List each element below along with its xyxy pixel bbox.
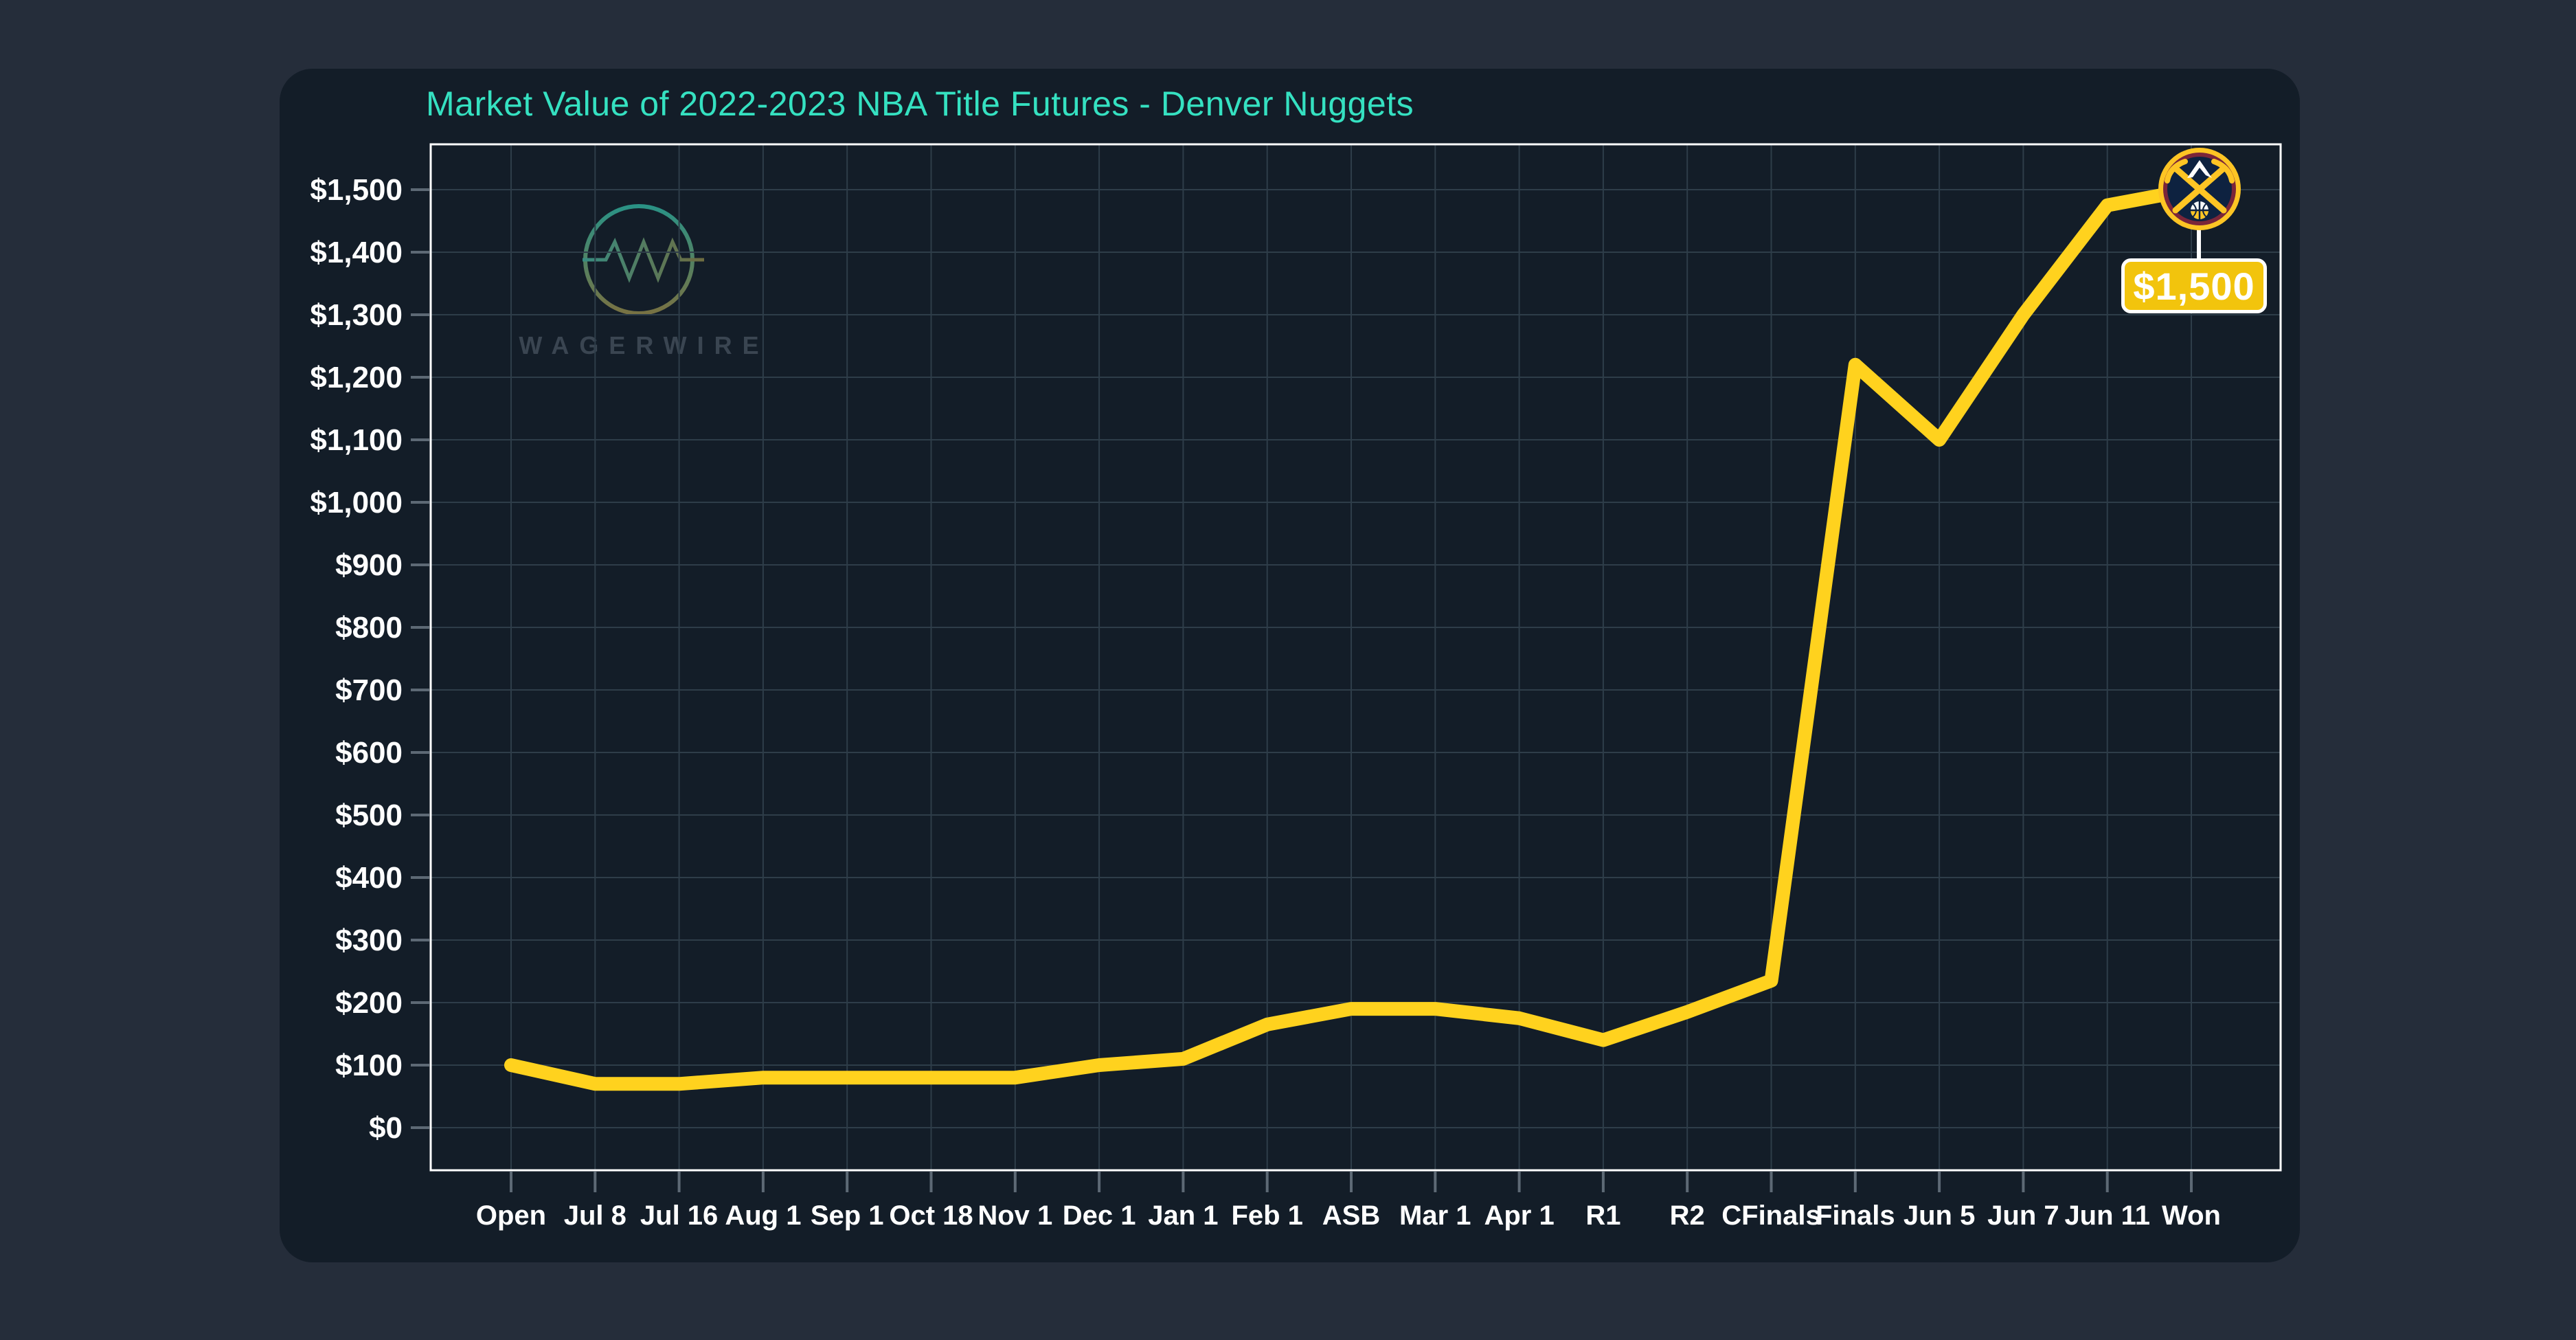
x-axis-label: CFinals	[1721, 1201, 1820, 1231]
y-axis-label: $1,400	[310, 236, 403, 269]
y-axis-label: $1,000	[310, 486, 403, 520]
y-axis-label: $1,300	[310, 298, 403, 332]
chart-title: Market Value of 2022-2023 NBA Title Futu…	[426, 85, 1414, 123]
x-axis-label: ASB	[1322, 1201, 1380, 1231]
x-axis-label: Dec 1	[1063, 1201, 1136, 1231]
callout-stem	[2197, 228, 2201, 264]
futures-value-line	[504, 183, 2198, 1091]
denver-nuggets-logo-icon	[2158, 148, 2241, 230]
wagerwire-brand-text: WAGERWIRE	[519, 331, 769, 359]
x-axis-label: Oct 18	[889, 1201, 973, 1231]
y-axis-label: $900	[335, 548, 403, 582]
x-axis-label: Jul 16	[640, 1201, 718, 1231]
wagerwire-circle-resistor-icon	[583, 204, 704, 315]
x-axis-label: Jun 7	[1987, 1201, 2059, 1231]
x-axis-label: Aug 1	[725, 1201, 801, 1231]
x-axis-label: R2	[1670, 1201, 1705, 1231]
x-axis-label: Won	[2162, 1201, 2221, 1231]
x-axis-label: Feb 1	[1231, 1201, 1302, 1231]
x-axis-label: Nov 1	[978, 1201, 1052, 1231]
plot-border	[429, 143, 2282, 1172]
y-axis-label: $600	[335, 736, 403, 770]
x-axis-label: Jun 5	[1903, 1201, 1975, 1231]
y-axis-label: $1,200	[310, 361, 403, 394]
wagerwire-watermark: WAGERWIRE	[501, 196, 776, 360]
final-value-text: $1,500	[2133, 264, 2255, 308]
y-axis-label: $400	[335, 861, 403, 895]
y-axis-label: $1,100	[310, 423, 403, 457]
y-axis-label: $100	[335, 1049, 403, 1082]
x-axis-label: Finals	[1816, 1201, 1895, 1231]
final-value-badge: $1,500	[2121, 258, 2267, 313]
x-axis-label: Jul 8	[564, 1201, 626, 1231]
x-axis-label: R1	[1585, 1201, 1620, 1231]
chart-panel	[280, 69, 2300, 1262]
x-axis-label: Jun 11	[2064, 1201, 2150, 1231]
x-axis-label: Open	[476, 1201, 546, 1231]
x-axis-label: Apr 1	[1484, 1201, 1554, 1231]
y-axis-label: $800	[335, 611, 403, 645]
x-axis-label: Sep 1	[811, 1201, 884, 1231]
y-axis-label: $1,500	[310, 173, 403, 207]
y-axis-label: $700	[335, 673, 403, 707]
x-axis-label: Mar 1	[1399, 1201, 1471, 1231]
y-axis-label: $500	[335, 799, 403, 832]
y-axis-label: $200	[335, 986, 403, 1020]
y-axis-label: $300	[335, 924, 403, 957]
y-axis-label: $0	[369, 1111, 403, 1145]
x-axis-label: Jan 1	[1148, 1201, 1218, 1231]
